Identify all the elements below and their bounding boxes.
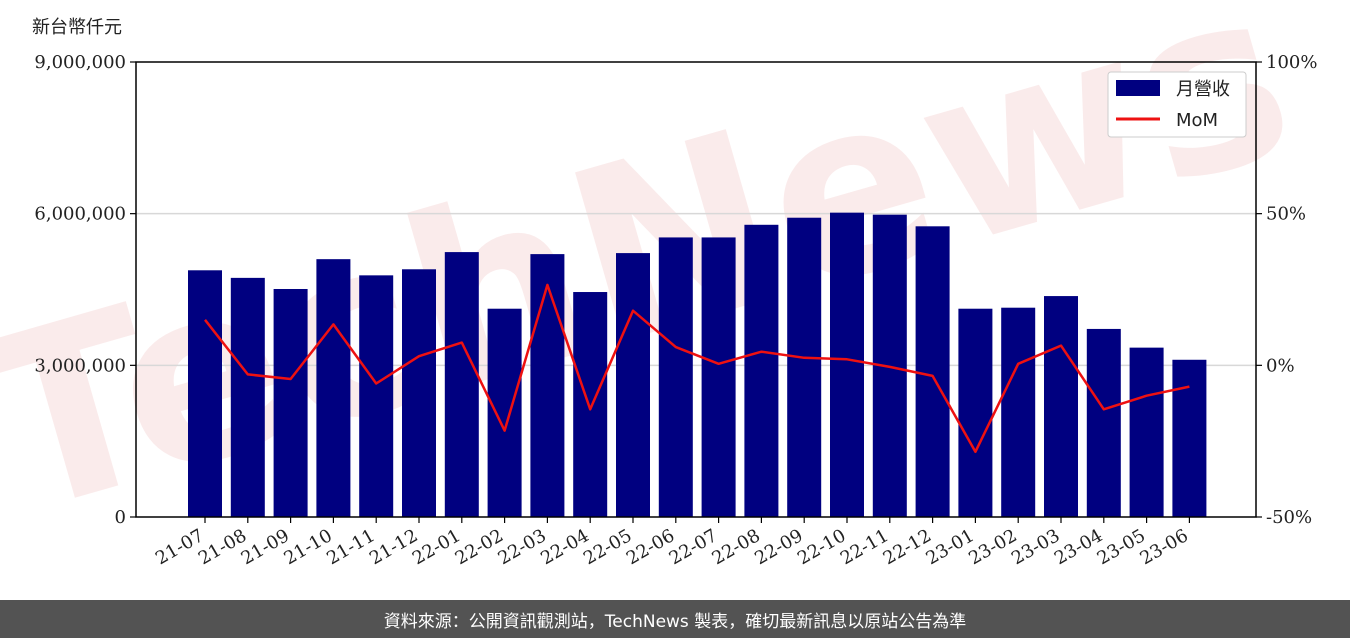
bar-23-04 [1086, 328, 1121, 517]
left-tick-label-3: 9,000,000 [34, 52, 126, 73]
plot-frame [135, 61, 1257, 518]
x-tick-label-22-02: 22-02 [452, 525, 507, 569]
x-tick-label-22-06: 22-06 [623, 525, 678, 569]
x-tick-label-21-10: 21-10 [280, 525, 335, 569]
bar-22-02 [487, 308, 522, 517]
bar-22-10 [830, 212, 864, 517]
x-tick-label-22-01: 22-01 [409, 525, 464, 569]
source-footer: 資料來源：公開資訊觀測站，TechNews 製表，確切最新訊息以原站公告為準 [0, 600, 1350, 638]
bar-22-05 [616, 253, 650, 517]
x-tick-label-23-05: 23-05 [1094, 525, 1149, 569]
bar-23-01 [958, 308, 993, 517]
revenue-chart: TechNews 新台幣仟元 03,000,0006,000,0009,000,… [0, 0, 1318, 569]
left-tick-label-0: 0 [115, 507, 126, 528]
x-tick-label-22-05: 22-05 [580, 525, 635, 569]
bar-23-06 [1172, 359, 1207, 517]
legend: 月營收 MoM [1107, 71, 1247, 138]
bar-21-07 [188, 270, 222, 517]
bar-22-07 [701, 237, 736, 517]
bar-21-10 [316, 259, 351, 517]
mom-line [204, 283, 1190, 454]
bar-21-08 [230, 277, 265, 517]
bar-series [188, 212, 1207, 518]
x-tick-label-22-12: 22-12 [880, 525, 935, 569]
left-tick-label-2: 6,000,000 [34, 204, 126, 225]
x-tick-label-21-11: 21-11 [323, 525, 378, 569]
x-tick-label-21-08: 21-08 [195, 525, 250, 569]
x-tick-label-23-04: 23-04 [1051, 525, 1106, 569]
bar-23-03 [1044, 296, 1078, 517]
bar-22-08 [744, 224, 779, 518]
x-tick-label-22-04: 22-04 [537, 525, 592, 569]
x-tick-label-22-07: 22-07 [666, 525, 721, 569]
bar-22-01 [444, 252, 479, 518]
x-tick-label-22-03: 22-03 [494, 525, 549, 569]
bar-22-03 [530, 254, 565, 517]
x-tick-label-22-08: 22-08 [708, 525, 763, 569]
bar-21-12 [402, 269, 436, 517]
x-tick-label-22-11: 22-11 [837, 525, 892, 569]
x-tick-label-21-12: 21-12 [366, 525, 421, 569]
x-tick-label-23-06: 23-06 [1136, 525, 1191, 569]
left-tick-label-1: 3,000,000 [34, 355, 126, 376]
bar-22-12 [915, 226, 950, 518]
footer-text: 資料來源：公開資訊觀測站，TechNews 製表，確切最新訊息以原站公告為準 [383, 611, 967, 632]
right-tick-label-1: 0% [1266, 355, 1295, 376]
x-tick-label-22-10: 22-10 [794, 525, 849, 569]
bar-23-05 [1129, 347, 1164, 517]
bar-22-09 [787, 217, 822, 517]
legend-label-revenue: 月營收 [1176, 79, 1230, 100]
bar-22-06 [658, 237, 693, 517]
bar-22-04 [573, 292, 608, 517]
right-tick-label-0: -50% [1266, 507, 1312, 528]
bar-21-09 [273, 288, 308, 517]
right-tick-label-2: 50% [1266, 204, 1306, 225]
x-tick-label-23-03: 23-03 [1008, 525, 1063, 569]
x-tick-label-22-09: 22-09 [751, 525, 806, 569]
bar-21-11 [359, 275, 394, 517]
right-tick-label-3: 100% [1266, 52, 1317, 73]
x-tick-label-23-01: 23-01 [922, 525, 977, 569]
legend-label-mom: MoM [1176, 110, 1218, 131]
y-axis-unit-label: 新台幣仟元 [32, 17, 122, 38]
x-tick-label-21-09: 21-09 [238, 525, 293, 569]
x-tick-label-23-02: 23-02 [965, 525, 1020, 569]
mom-line-series [204, 283, 1190, 454]
legend-bar-swatch [1116, 80, 1160, 96]
bar-23-02 [1001, 307, 1036, 517]
